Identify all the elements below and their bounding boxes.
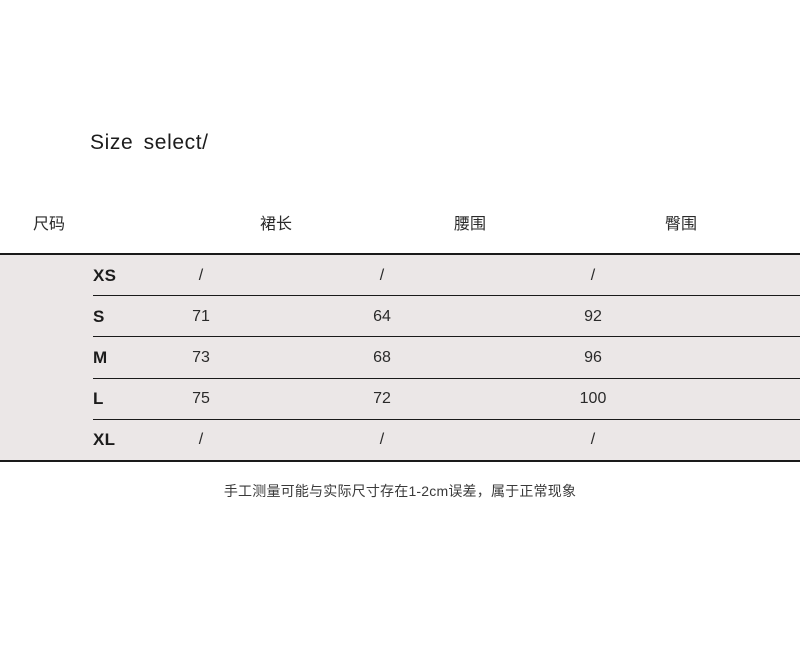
- row-value-length: /: [198, 431, 204, 449]
- page-title: Size select/: [90, 131, 209, 154]
- row-value-hip: /: [590, 431, 596, 449]
- row-size-label: L: [93, 389, 104, 409]
- row-value-waist: 68: [373, 348, 391, 366]
- table-row: XL / / /: [0, 420, 800, 461]
- column-header-hip: 臀围: [664, 216, 697, 233]
- row-divider: [93, 295, 800, 297]
- row-divider: [93, 418, 800, 420]
- measurement-disclaimer: 手工测量可能与实际尺寸存在1-2cm误差，属于正常现象: [223, 483, 577, 499]
- table-row: S 71 64 92: [0, 296, 800, 338]
- column-header-waist: 腰围: [453, 216, 486, 233]
- row-value-hip: 96: [584, 348, 602, 366]
- row-value-waist: 64: [373, 307, 391, 325]
- row-value-waist: /: [379, 266, 385, 284]
- row-value-waist: 72: [373, 390, 391, 408]
- size-table-header: 尺码 裙长 腰围 臀围: [0, 206, 800, 238]
- row-value-length: 75: [192, 390, 210, 408]
- row-value-length: 71: [192, 307, 210, 325]
- row-value-length: /: [198, 266, 204, 284]
- row-size-label: M: [93, 347, 108, 367]
- row-value-length: 73: [192, 348, 210, 366]
- row-value-hip: 92: [584, 307, 602, 325]
- row-size-label: XS: [93, 265, 117, 285]
- row-size-label: XL: [93, 430, 116, 450]
- table-row: XS / / /: [0, 255, 800, 297]
- row-divider: [93, 377, 800, 379]
- column-header-size: 尺码: [33, 216, 66, 233]
- table-row: L 75 72 100: [0, 379, 800, 420]
- row-value-hip: /: [590, 266, 596, 284]
- column-header-length: 裙长: [259, 216, 292, 233]
- row-value-waist: /: [379, 431, 385, 449]
- row-divider: [93, 336, 800, 338]
- size-table-body: XS / / / S 71 64 92 M 73 68 96 L 75 72 1…: [0, 253, 800, 462]
- table-row: M 73 68 96: [0, 337, 800, 379]
- row-size-label: S: [93, 306, 105, 326]
- row-value-hip: 100: [579, 390, 607, 408]
